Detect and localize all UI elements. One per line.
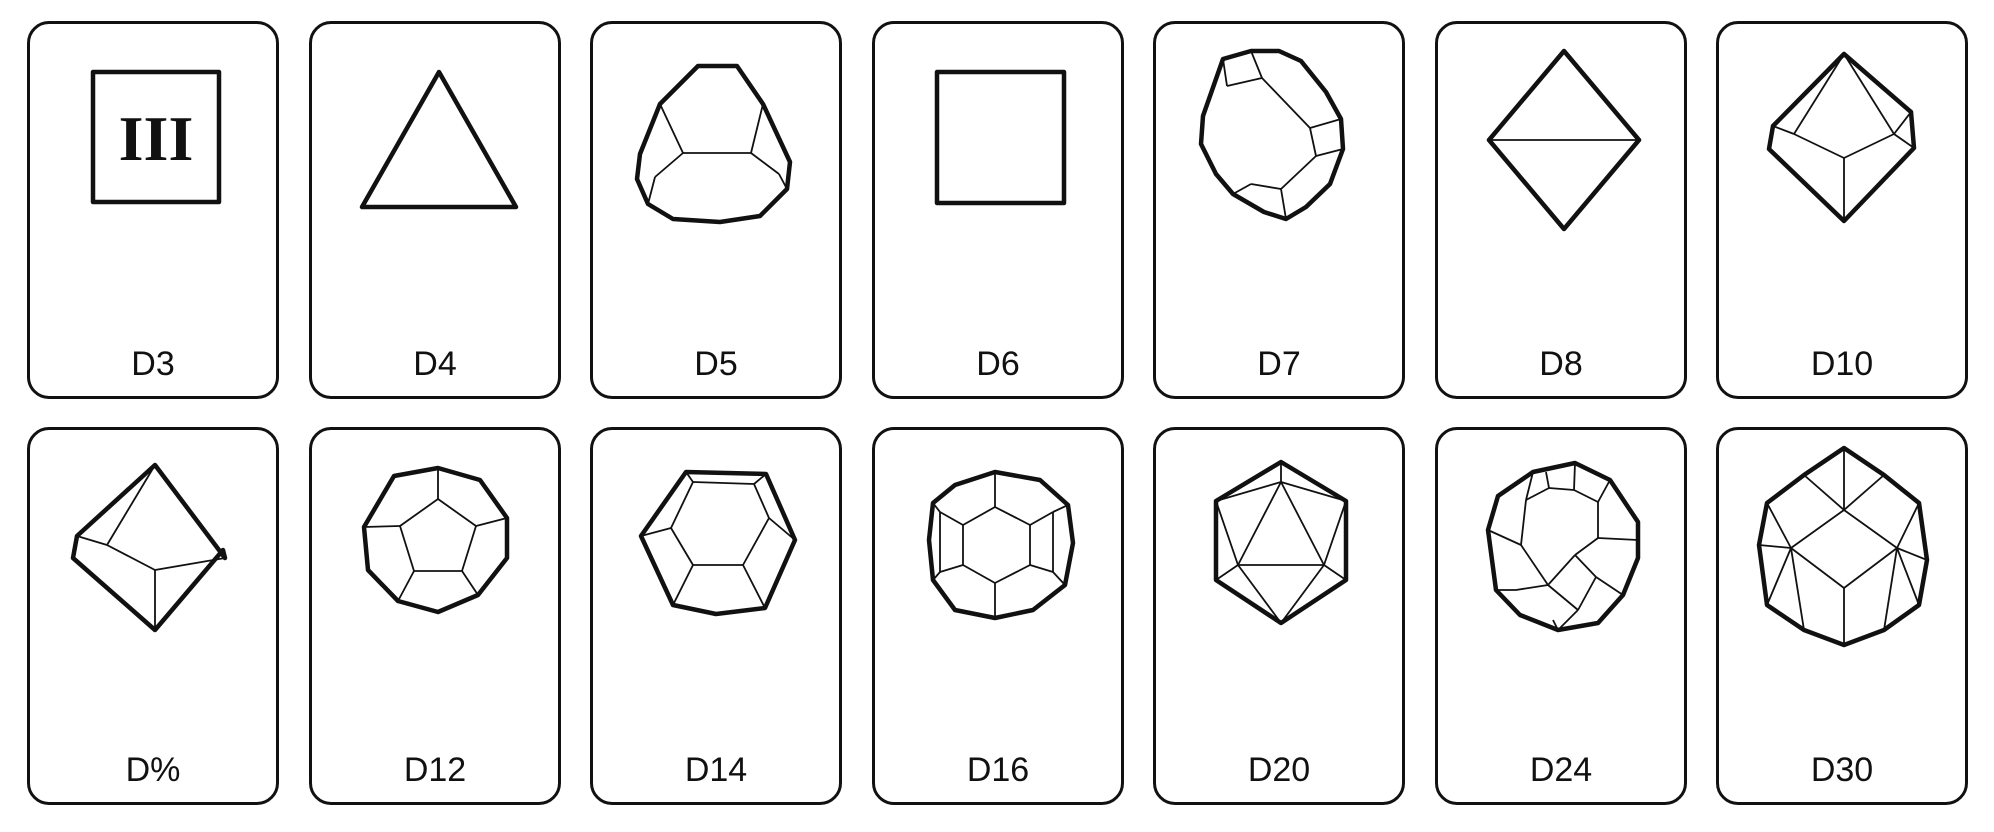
card-d24[interactable]: D24 [1435,427,1687,805]
die-label: D5 [694,345,738,383]
d4-icon [359,69,519,210]
d16-icon [926,469,1076,621]
card-d6[interactable]: D6 [872,21,1124,399]
card-d4[interactable]: D4 [309,21,561,399]
card-d10[interactable]: D10 [1716,21,1968,399]
card-d3[interactable]: III D3 [27,21,279,399]
card-d30[interactable]: D30 [1716,427,1968,805]
d30-icon [1756,445,1930,648]
card-d14[interactable]: D14 [590,427,842,805]
d12-icon [361,465,510,615]
die-label: D8 [1539,345,1583,383]
die-label: D14 [684,751,748,789]
d14-icon [638,469,798,617]
die-label: D% [125,751,181,789]
card-d5[interactable]: D5 [590,21,842,399]
d3-icon: III [90,69,222,205]
die-label: D20 [1247,751,1311,789]
die-label: D30 [1810,751,1874,789]
card-d8[interactable]: D8 [1435,21,1687,399]
die-label: D12 [403,751,467,789]
die-label: D4 [413,345,457,383]
die-label: D7 [1257,345,1301,383]
d6-icon [934,69,1067,206]
d-percent-icon [70,462,228,633]
d24-icon [1485,460,1641,633]
die-label: D16 [966,751,1030,789]
die-label: D10 [1810,345,1874,383]
card-d16[interactable]: D16 [872,427,1124,805]
die-label: D3 [131,345,175,383]
die-label: D24 [1529,751,1593,789]
card-d12[interactable]: D12 [309,427,561,805]
card-d20[interactable]: D20 [1153,427,1405,805]
d8-icon [1486,48,1642,232]
svg-text:III: III [119,103,194,174]
card-d-percent[interactable]: D% [27,427,279,805]
d10-icon [1766,51,1917,224]
die-label: D6 [976,345,1020,383]
d7-icon [1198,48,1346,222]
d20-icon [1213,459,1349,626]
d5-icon [634,63,793,225]
card-d7[interactable]: D7 [1153,21,1405,399]
